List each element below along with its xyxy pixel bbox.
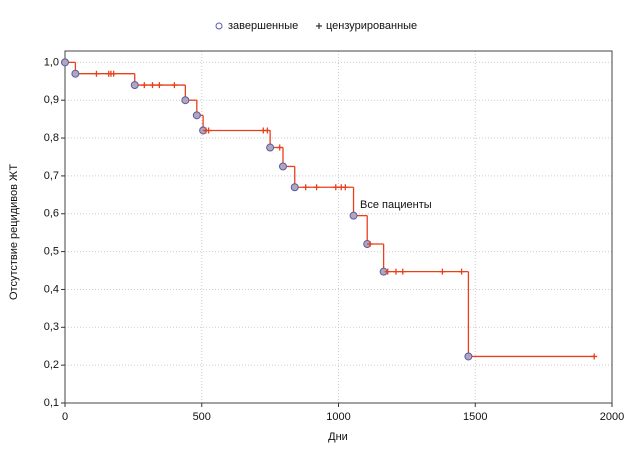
y-tick-label: 0,6 (44, 208, 59, 220)
event-marker (71, 69, 80, 78)
y-tick-label: 0,9 (44, 94, 59, 106)
censor-marker (439, 268, 446, 275)
event-marker (61, 58, 69, 67)
censor-marker (171, 82, 178, 89)
censor-marker (276, 144, 283, 151)
annotation: Все пациенты (360, 199, 432, 211)
censor-marker (93, 70, 100, 77)
censor-marker (591, 353, 598, 360)
y-axis-label: Отсутствие рецидивов ЖТ (8, 164, 20, 300)
y-tick-label: 0,2 (44, 359, 59, 371)
event-marker (192, 111, 201, 120)
event-marker (349, 211, 358, 220)
censor-marker (366, 241, 373, 248)
censor-marker (205, 127, 212, 134)
y-tick-label: 1,0 (44, 56, 59, 68)
censor-marker (342, 184, 349, 191)
censor-marker (149, 82, 156, 89)
censor-marker (110, 70, 117, 77)
event-marker (290, 183, 299, 192)
censor-marker (384, 268, 391, 275)
x-tick-label: 500 (193, 411, 211, 423)
y-tick-label: 0,4 (44, 283, 59, 295)
x-tick-label: 1500 (463, 411, 487, 423)
censor-marker (264, 127, 271, 134)
y-tick-label: 0,7 (44, 170, 59, 182)
x-tick-label: 2000 (600, 411, 624, 423)
censor-marker (458, 268, 465, 275)
x-tick-label: 1000 (326, 411, 350, 423)
event-marker (278, 162, 287, 171)
x-tick-label: 0 (62, 411, 68, 423)
y-tick-label: 0,5 (44, 246, 59, 258)
event-marker (464, 352, 473, 361)
legend-label: цензурированные (326, 20, 417, 32)
event-marker (130, 81, 139, 90)
event-marker (266, 143, 275, 152)
censor-marker (399, 268, 406, 275)
y-tick-label: 0,1 (44, 397, 59, 409)
y-tick-label: 0,3 (44, 321, 59, 333)
censor-marker (332, 184, 339, 191)
censor-marker (313, 184, 320, 191)
censor-marker (392, 268, 399, 275)
event-marker (181, 96, 190, 105)
plot-frame (64, 50, 613, 404)
censor-marker (141, 82, 148, 89)
legend-symbol (316, 23, 322, 29)
legend-label: завершенные (228, 20, 298, 32)
censor-marker (302, 184, 309, 191)
y-tick-label: 0,8 (44, 132, 59, 144)
legend-symbol (215, 22, 223, 30)
x-axis-label: Дни (328, 431, 348, 443)
censor-marker (156, 82, 163, 89)
